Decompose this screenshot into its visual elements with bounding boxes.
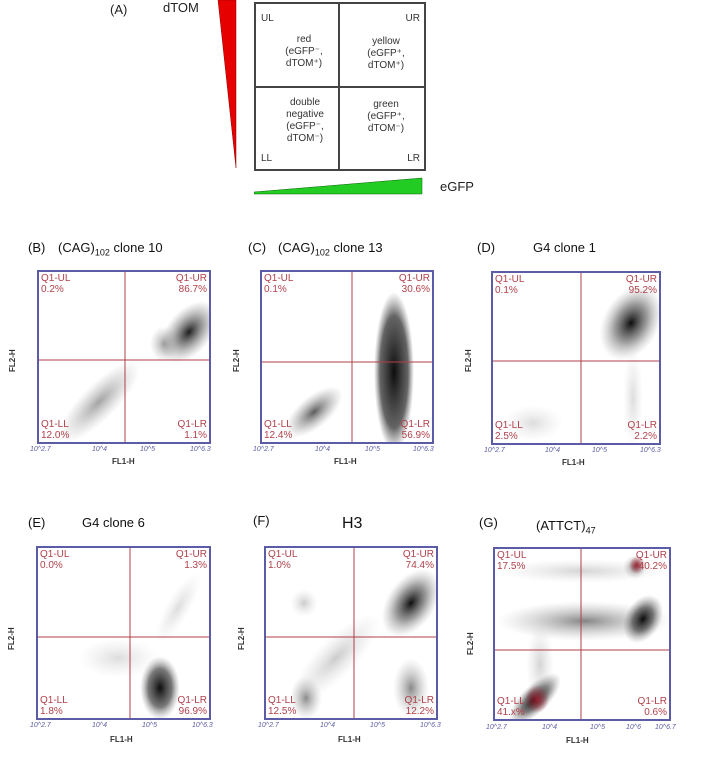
x-axis-label: FL1-H	[334, 457, 357, 466]
scatter-points	[262, 272, 432, 442]
quadrant-ll-value: Q1-LL 12.5%	[268, 695, 297, 717]
y-axis-label: FL2-H	[237, 627, 246, 650]
quadrant-lr-value: Q1-LR 2.2%	[627, 420, 657, 442]
quadrant-lr-value: Q1-LR 12.2%	[404, 695, 434, 717]
y-axis-label: FL2-H	[7, 627, 16, 650]
panel-d-label: (D)	[477, 240, 496, 255]
panel-a-label: (A)	[110, 2, 128, 17]
quadrant-ll-value: Q1-LL 12.0%	[41, 419, 70, 441]
panel-e-title: G4 clone 6	[82, 515, 145, 530]
quadrant-ul-value: Q1-UL 0.1%	[495, 274, 525, 296]
x-axis-label: FL1-H	[338, 735, 361, 744]
quadrant-lr-description: green (eGFP⁺, dTOM⁻)	[367, 99, 405, 134]
flow-plot-d: Q1-UL 0.1% Q1-UR 95.2% Q1-LL 2.5% Q1-LR 2.2%	[491, 271, 661, 445]
quadrant-ur-value: Q1-UR 74.4%	[402, 549, 434, 571]
x-axis-label: FL1-H	[566, 736, 589, 745]
scatter-points	[39, 272, 209, 442]
quadrant-ul-value: Q1-UL 0.0%	[40, 549, 70, 571]
panel-f-label: (F)	[253, 513, 270, 528]
quadrant-ll-value: Q1-LL 2.5%	[495, 420, 523, 442]
quadrant-ur-value: Q1-UR 95.2%	[625, 274, 657, 296]
panel-b-label: (B)	[28, 240, 46, 255]
quadrant-ur-value: Q1-UR 86.7%	[175, 273, 207, 295]
corner-lr: LR	[407, 153, 420, 164]
panel-c-label: (C)	[248, 240, 267, 255]
quadrant-ur-value: Q1-UR 1.3%	[175, 549, 207, 571]
quadrant-horizontal-divider	[256, 86, 424, 88]
quadrant-ul-value: Q1-UL 0.1%	[264, 273, 294, 295]
y-axis-label: FL2-H	[466, 632, 475, 655]
quadrant-ll-description: double negative (eGFP⁻, dTOM⁻)	[286, 97, 324, 144]
y-axis-label: FL2-H	[232, 349, 241, 372]
panel-f-title: H3	[342, 515, 363, 532]
quadrant-ul-description: red (eGFP⁻, dTOM⁺)	[285, 34, 323, 69]
panel-g-label: (G)	[479, 515, 498, 530]
flow-plot-e: Q1-UL 0.0% Q1-UR 1.3% Q1-LL 1.8% Q1-LR 96.9%	[36, 546, 211, 720]
quadrant-lr-value: Q1-LR 0.6%	[637, 696, 667, 718]
x-axis-label: FL1-H	[112, 457, 135, 466]
quadrant-diagram: UL UR LL LR red (eGFP⁻, dTOM⁺) yellow (e…	[254, 2, 426, 171]
dtom-gradient-wedge	[217, 0, 237, 169]
quadrant-lr-value: Q1-LR 56.9%	[400, 419, 430, 441]
corner-ur: UR	[405, 13, 420, 24]
flow-plot-c: Q1-UL 0.1% Q1-UR 30.6% Q1-LL 12.4% Q1-LR 56.…	[260, 270, 434, 444]
quadrant-ll-value: Q1-LL 1.8%	[40, 695, 68, 717]
corner-ll: LL	[261, 153, 273, 164]
dtom-axis-label: dTOM	[163, 0, 199, 15]
quadrant-ur-value: Q1-UR 30.6%	[398, 273, 430, 295]
quadrant-ll-value: Q1-LL 41.x%	[497, 696, 525, 718]
panel-d-title: G4 clone 1	[533, 240, 596, 255]
x-axis-label: FL1-H	[110, 735, 133, 744]
panel-b-title: (CAG)102 clone 10	[58, 240, 163, 258]
x-axis-label: FL1-H	[562, 458, 585, 467]
panel-e-label: (E)	[28, 515, 46, 530]
panel-g-title: (ATTCT)47	[536, 518, 596, 536]
quadrant-ul-value: Q1-UL 17.5%	[497, 550, 527, 572]
y-axis-label: FL2-H	[8, 349, 17, 372]
flow-plot-f: Q1-UL 1.0% Q1-UR 74.4% Q1-LL 12.5% Q1-LR 12.…	[264, 546, 438, 720]
egfp-axis-label: eGFP	[440, 179, 474, 194]
quadrant-lr-value: Q1-LR 96.9%	[177, 695, 207, 717]
quadrant-ll-value: Q1-LL 12.4%	[264, 419, 293, 441]
scatter-points	[493, 273, 659, 443]
egfp-gradient-wedge	[254, 177, 423, 195]
scatter-points	[266, 548, 436, 718]
flow-plot-g: Q1-UL 17.5% Q1-UR 40.2% Q1-LL 41.x% Q1-LR 0.…	[493, 547, 671, 721]
quadrant-lr-value: Q1-LR 1.1%	[177, 419, 207, 441]
panel-c-title: (CAG)102 clone 13	[278, 240, 383, 258]
quadrant-ur-value: Q1-UR 40.2%	[635, 550, 667, 572]
flow-plot-b: Q1-UL 0.2% Q1-UR 86.7% Q1-LL 12.0% Q1-LR 1.1…	[37, 270, 211, 444]
scatter-points	[495, 549, 669, 719]
quadrant-ur-description: yellow (eGFP⁺, dTOM⁺)	[367, 36, 405, 71]
y-axis-label: FL2-H	[464, 349, 473, 372]
corner-ul: UL	[261, 13, 274, 24]
quadrant-ul-value: Q1-UL 1.0%	[268, 549, 298, 571]
quadrant-ul-value: Q1-UL 0.2%	[41, 273, 71, 295]
scatter-points	[38, 548, 209, 718]
